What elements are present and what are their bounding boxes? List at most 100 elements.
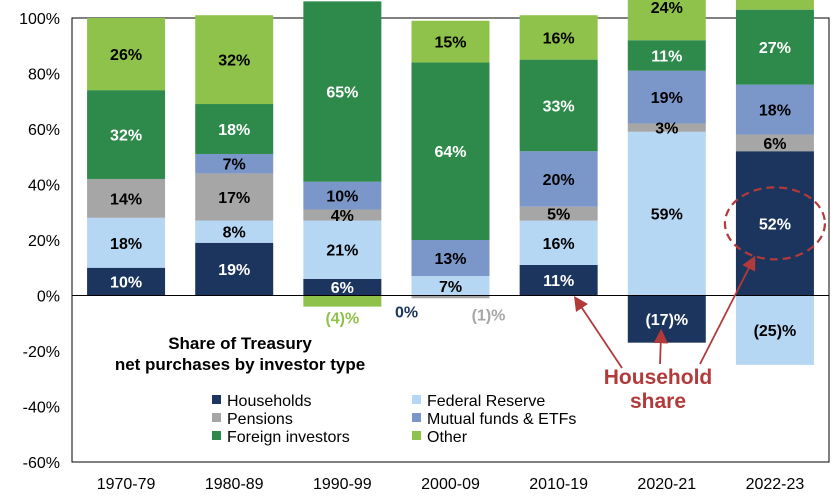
data-label-households-1990-99: 6% — [331, 280, 354, 297]
y-tick-label: -60% — [23, 455, 60, 472]
data-label-foreign-investors-1980-89: 18% — [218, 122, 250, 139]
bar-foreign-investors-1970-79 — [87, 90, 166, 179]
data-label-federal-reserve-2020-21: 59% — [651, 207, 683, 224]
data-label-pensions-1970-79: 14% — [110, 191, 142, 208]
bar-federal-reserve-2022-23 — [735, 295, 814, 365]
bar-pensions-2000-09 — [411, 295, 490, 299]
bar-mutual-funds-etfs-2010-19 — [519, 151, 598, 207]
legend-label-foreign-investors: Foreign investors — [227, 429, 350, 446]
data-label-households-1970-79: 10% — [110, 275, 142, 292]
legend-swatch-mutual-funds-etfs — [412, 413, 421, 422]
data-label-other-1980-89: 32% — [218, 53, 250, 70]
data-label-other-1970-79: 26% — [110, 47, 142, 64]
legend-label-mutual-funds-etfs: Mutual funds & ETFs — [427, 411, 576, 428]
y-tick-label: 40% — [28, 178, 60, 195]
data-label-foreign-investors-2010-19: 33% — [543, 98, 575, 115]
bar-foreign-investors-2022-23 — [735, 9, 814, 85]
legend-swatch-pensions — [212, 413, 221, 422]
x-tick-label: 2010-19 — [529, 476, 588, 493]
data-label-households-2022-23: 52% — [759, 216, 791, 233]
data-label-households-2000-09: 0% — [395, 305, 418, 322]
household-share-annotation: Household — [604, 366, 713, 389]
bar-federal-reserve-2020-21 — [627, 131, 706, 296]
bar-mutual-funds-etfs-2000-09 — [411, 240, 490, 277]
data-label-households-2020-21: (17)% — [645, 312, 688, 329]
data-label-foreign-investors-1990-99: 65% — [326, 85, 358, 102]
data-label-pensions-2022-23: 6% — [763, 136, 786, 153]
data-label-other-2020-21: 24% — [651, 0, 683, 17]
bar-pensions-1970-79 — [87, 178, 166, 218]
x-tick-label: 1980-89 — [205, 476, 264, 493]
bar-federal-reserve-1980-89 — [195, 220, 274, 243]
inset-title-line: net purchases by investor type — [115, 355, 365, 374]
y-tick-label: -20% — [23, 344, 60, 361]
bar-foreign-investors-2000-09 — [411, 62, 490, 241]
bar-foreign-investors-2010-19 — [519, 59, 598, 152]
bar-pensions-1980-89 — [195, 173, 274, 221]
y-tick-label: -40% — [23, 400, 60, 417]
legend-label-other: Other — [427, 429, 468, 446]
data-label-pensions-1990-99: 4% — [331, 208, 354, 225]
data-label-pensions-1980-89: 17% — [218, 190, 250, 207]
bar-federal-reserve-2000-09 — [411, 276, 490, 296]
legend-swatch-foreign-investors — [212, 431, 221, 440]
legend-label-pensions: Pensions — [227, 411, 293, 428]
data-label-households-1980-89: 19% — [218, 262, 250, 279]
bar-households-2010-19 — [519, 264, 598, 296]
bar-other-1970-79 — [87, 18, 166, 91]
x-tick-label: 1990-99 — [313, 476, 372, 493]
annotation-arrow — [653, 328, 668, 365]
data-label-federal-reserve-2022-23: (25)% — [754, 323, 797, 340]
legend-swatch-other — [412, 431, 421, 440]
bar-federal-reserve-1990-99 — [303, 220, 382, 279]
annotation-arrow — [574, 296, 623, 369]
data-label-federal-reserve-2010-19: 16% — [543, 236, 575, 253]
x-tick-label: 1970-79 — [97, 476, 156, 493]
data-label-foreign-investors-1970-79: 32% — [110, 128, 142, 145]
data-label-other-2000-09: 15% — [434, 35, 466, 52]
data-label-mutual-funds-etfs-1980-89: 7% — [223, 157, 246, 174]
data-label-federal-reserve-1970-79: 18% — [110, 236, 142, 253]
bar-other-2022-23 — [735, 0, 814, 10]
legend-swatch-federal-reserve — [412, 395, 421, 404]
y-tick-label: 20% — [28, 233, 60, 250]
bar-foreign-investors-1980-89 — [195, 104, 274, 154]
bar-other-2010-19 — [519, 15, 598, 60]
x-tick-label: 2020-21 — [637, 476, 696, 493]
bar-pensions-2020-21 — [627, 123, 706, 132]
bar-federal-reserve-2010-19 — [519, 220, 598, 265]
data-label-mutual-funds-etfs-1990-99: 10% — [326, 189, 358, 206]
data-label-federal-reserve-2000-09: 7% — [439, 279, 462, 296]
inset-title-line: Share of Treasury — [168, 334, 312, 353]
data-label-federal-reserve-1980-89: 8% — [223, 225, 246, 242]
bar-pensions-2010-19 — [519, 206, 598, 221]
legend-swatch-households — [212, 395, 221, 404]
household-share-annotation: share — [630, 390, 686, 413]
x-tick-label: 2022-23 — [746, 476, 805, 493]
bar-mutual-funds-etfs-1980-89 — [195, 153, 274, 174]
data-label-foreign-investors-2022-23: 27% — [759, 40, 791, 57]
data-label-mutual-funds-etfs-2022-23: 18% — [759, 103, 791, 120]
bar-federal-reserve-1970-79 — [87, 217, 166, 268]
bar-mutual-funds-etfs-1990-99 — [303, 181, 382, 210]
y-tick-label: 0% — [37, 289, 60, 306]
data-label-mutual-funds-etfs-2010-19: 20% — [543, 172, 575, 189]
bar-households-1980-89 — [195, 242, 274, 296]
bar-households-1990-99 — [303, 278, 382, 296]
bar-mutual-funds-etfs-2022-23 — [735, 84, 814, 135]
data-label-pensions-2000-09: (1)% — [472, 308, 506, 325]
plot-frame — [71, 17, 830, 463]
bar-pensions-1990-99 — [303, 209, 382, 221]
bar-mutual-funds-etfs-2020-21 — [627, 70, 706, 124]
data-label-mutual-funds-etfs-2020-21: 19% — [651, 90, 683, 107]
y-tick-label: 60% — [28, 122, 60, 139]
bar-foreign-investors-1990-99 — [303, 1, 382, 182]
bar-other-1980-89 — [195, 15, 274, 105]
bar-other-2020-21 — [627, 0, 706, 41]
data-label-other-2010-19: 16% — [543, 30, 575, 47]
x-tick-label: 2000-09 — [421, 476, 480, 493]
data-label-mutual-funds-etfs-2000-09: 13% — [434, 251, 466, 268]
data-label-pensions-2020-21: 3% — [655, 121, 678, 138]
data-label-foreign-investors-2000-09: 64% — [434, 144, 466, 161]
